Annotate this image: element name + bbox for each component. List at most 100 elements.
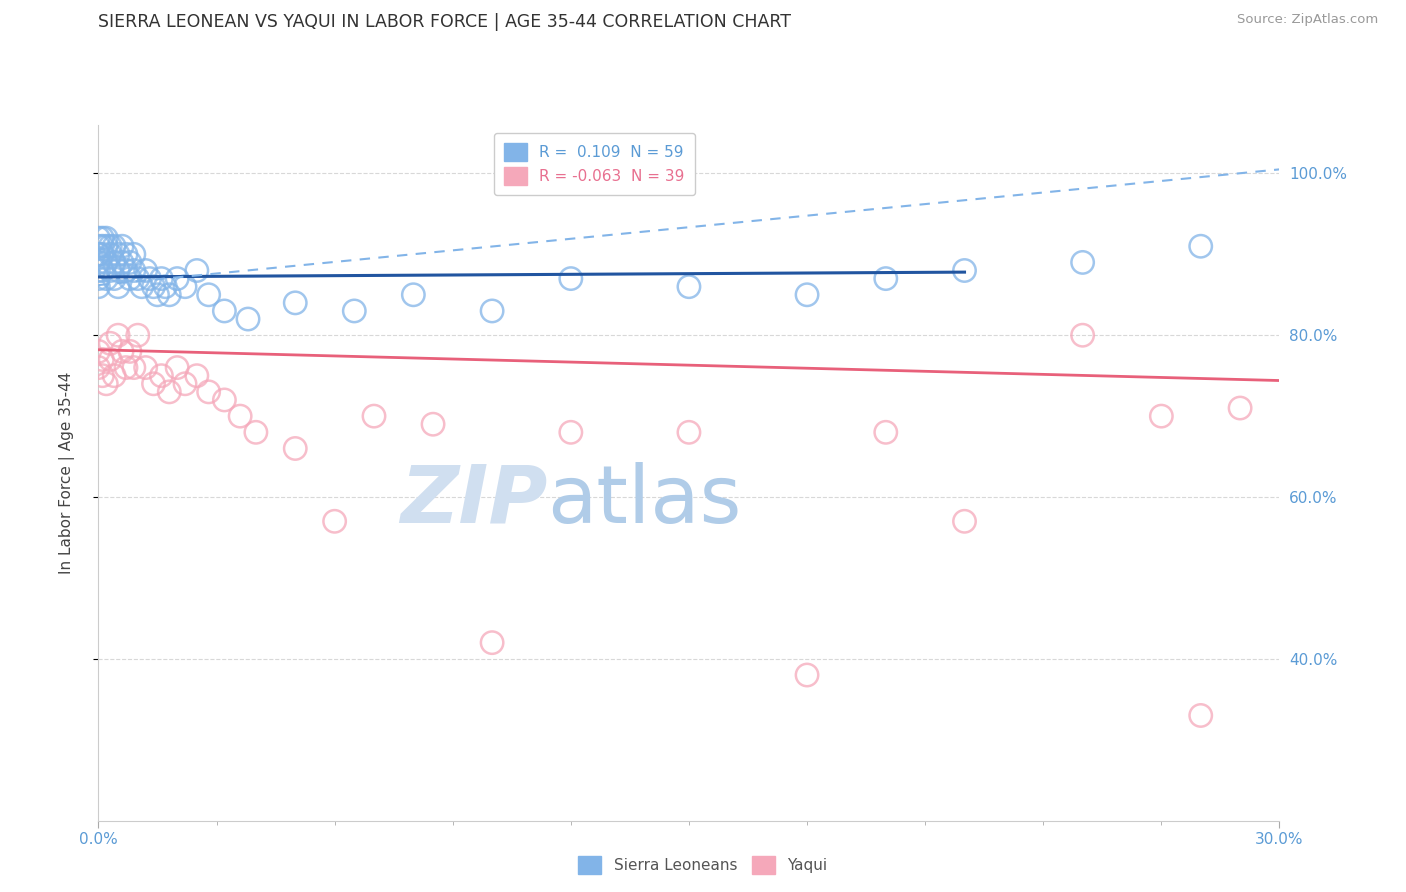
Point — [91, 352, 114, 367]
Point — [127, 328, 149, 343]
Point — [481, 304, 503, 318]
Point — [157, 384, 180, 399]
Point — [245, 425, 267, 440]
Point — [91, 239, 114, 253]
Point — [953, 263, 976, 277]
Point — [111, 239, 134, 253]
Point — [146, 287, 169, 301]
Point — [98, 263, 121, 277]
Point — [186, 368, 208, 383]
Point — [363, 409, 385, 424]
Point — [150, 368, 173, 383]
Point — [1229, 401, 1251, 415]
Point — [107, 279, 129, 293]
Legend: R =  0.109  N = 59, R = -0.063  N = 39: R = 0.109 N = 59, R = -0.063 N = 39 — [494, 133, 696, 195]
Point — [87, 247, 110, 261]
Point — [481, 635, 503, 649]
Point — [115, 263, 138, 277]
Point — [87, 247, 110, 261]
Point — [127, 271, 149, 285]
Point — [98, 247, 121, 261]
Point — [107, 328, 129, 343]
Point — [87, 360, 110, 375]
Text: Source: ZipAtlas.com: Source: ZipAtlas.com — [1237, 13, 1378, 27]
Point — [107, 263, 129, 277]
Text: ZIP: ZIP — [399, 461, 547, 540]
Point — [560, 271, 582, 285]
Point — [142, 279, 165, 293]
Point — [118, 271, 141, 285]
Point — [1150, 409, 1173, 424]
Point — [87, 239, 110, 253]
Text: SIERRA LEONEAN VS YAQUI IN LABOR FORCE | AGE 35-44 CORRELATION CHART: SIERRA LEONEAN VS YAQUI IN LABOR FORCE |… — [98, 13, 792, 31]
Point — [284, 296, 307, 310]
Point — [96, 271, 118, 285]
Point — [796, 668, 818, 682]
Point — [103, 239, 125, 253]
Point — [98, 336, 121, 351]
Point — [135, 360, 157, 375]
Point — [343, 304, 366, 318]
Point — [284, 442, 307, 456]
Point — [122, 360, 145, 375]
Point — [115, 360, 138, 375]
Point — [142, 376, 165, 391]
Point — [87, 344, 110, 359]
Point — [953, 514, 976, 528]
Point — [166, 271, 188, 285]
Point — [197, 384, 219, 399]
Point — [875, 271, 897, 285]
Point — [103, 368, 125, 383]
Point — [1189, 708, 1212, 723]
Point — [96, 255, 118, 269]
Point — [422, 417, 444, 432]
Point — [96, 239, 118, 253]
Point — [122, 263, 145, 277]
Point — [875, 425, 897, 440]
Point — [103, 255, 125, 269]
Point — [87, 279, 110, 293]
Point — [131, 279, 153, 293]
Point — [157, 287, 180, 301]
Point — [174, 279, 197, 293]
Point — [87, 255, 110, 269]
Point — [98, 239, 121, 253]
Point — [323, 514, 346, 528]
Point — [155, 279, 177, 293]
Point — [87, 231, 110, 245]
Point — [111, 344, 134, 359]
Point — [91, 247, 114, 261]
Point — [107, 247, 129, 261]
Point — [174, 376, 197, 391]
Point — [122, 247, 145, 261]
Point — [1189, 239, 1212, 253]
Point — [96, 231, 118, 245]
Point — [1071, 255, 1094, 269]
Point — [118, 255, 141, 269]
Point — [796, 287, 818, 301]
Legend: Sierra Leoneans, Yaqui: Sierra Leoneans, Yaqui — [572, 850, 834, 880]
Point — [166, 360, 188, 375]
Point — [98, 352, 121, 367]
Point — [135, 263, 157, 277]
Point — [402, 287, 425, 301]
Point — [197, 287, 219, 301]
Point — [91, 231, 114, 245]
Text: atlas: atlas — [547, 461, 741, 540]
Point — [214, 392, 236, 407]
Point — [115, 247, 138, 261]
Point — [678, 279, 700, 293]
Point — [229, 409, 252, 424]
Point — [91, 368, 114, 383]
Point — [560, 425, 582, 440]
Point — [214, 304, 236, 318]
Point — [87, 271, 110, 285]
Point — [96, 376, 118, 391]
Point — [138, 271, 160, 285]
Point — [91, 263, 114, 277]
Point — [111, 255, 134, 269]
Point — [87, 263, 110, 277]
Y-axis label: In Labor Force | Age 35-44: In Labor Force | Age 35-44 — [59, 372, 75, 574]
Point — [236, 312, 259, 326]
Point — [678, 425, 700, 440]
